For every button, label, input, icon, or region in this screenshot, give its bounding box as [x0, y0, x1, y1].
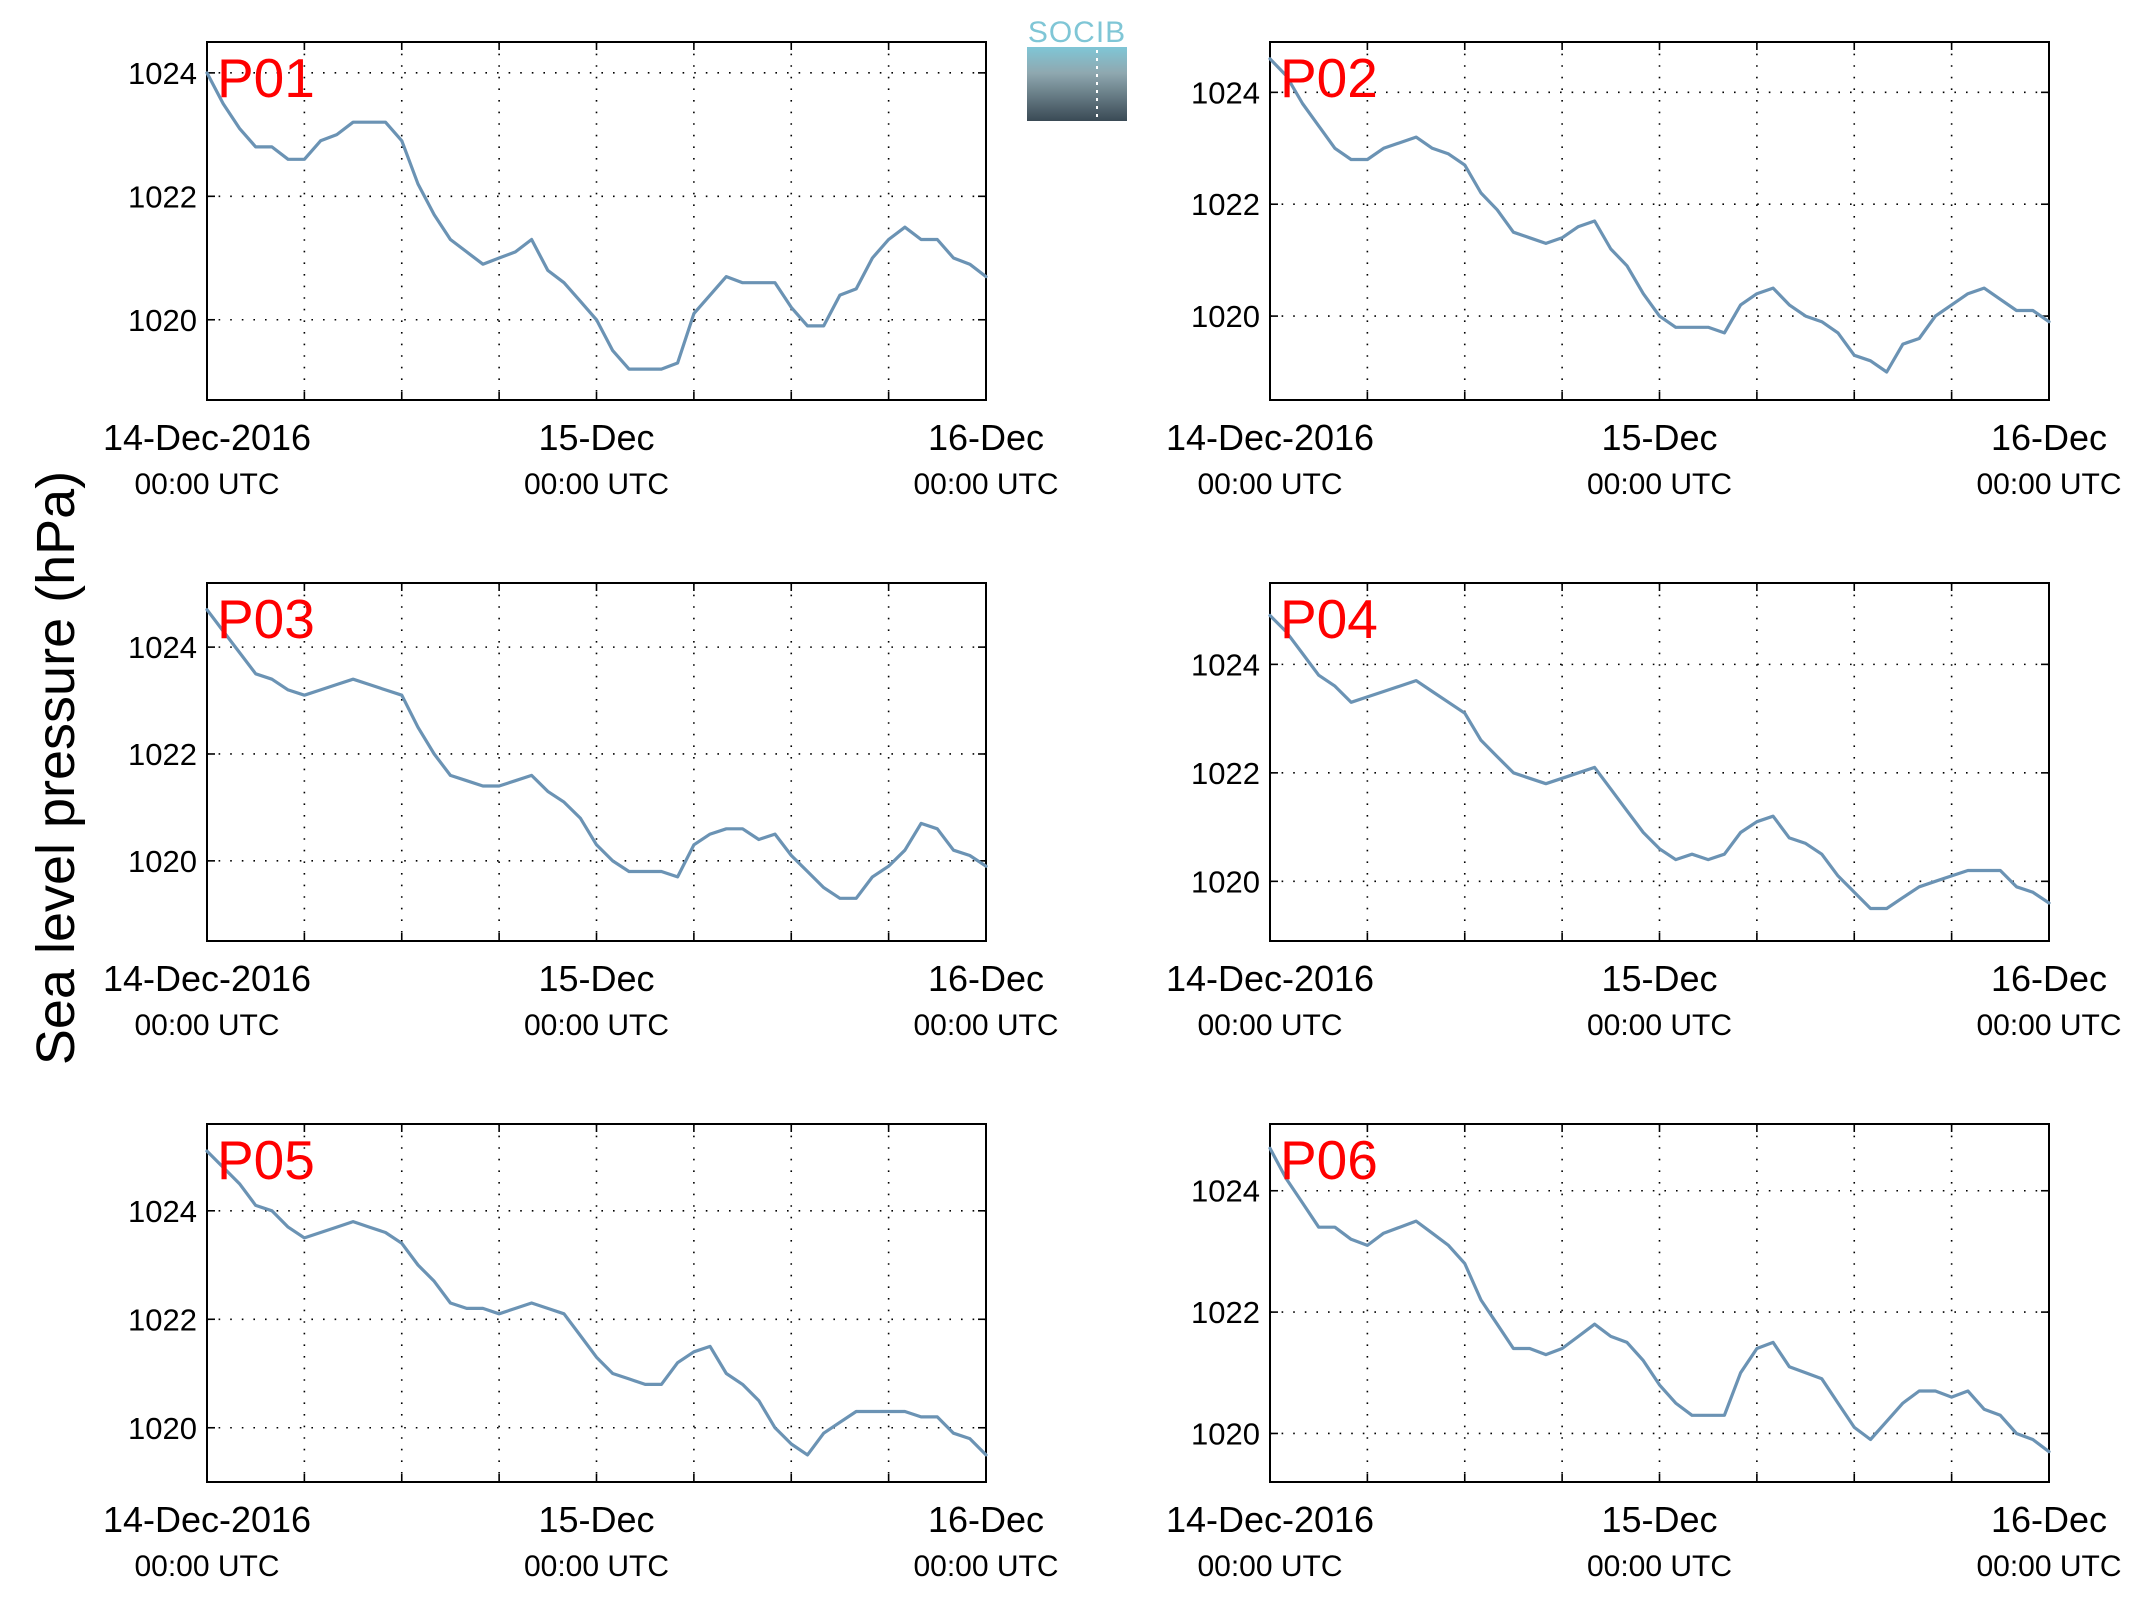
- y-tick-label: 1022: [1191, 756, 1260, 791]
- x-tick-time-label: 00:00 UTC: [913, 468, 1058, 501]
- y-tick-label: 1022: [128, 1302, 197, 1337]
- y-tick-label: 1020: [128, 844, 197, 879]
- x-tick-date-label: 15-Dec: [538, 958, 654, 999]
- y-tick-label: 1022: [1191, 187, 1260, 222]
- axes-frame: [206, 41, 987, 401]
- y-tick-label: 1020: [128, 303, 197, 338]
- x-tick-date-label: 15-Dec: [538, 1499, 654, 1540]
- chart-panel-p03: 1020 1022 1024 14-Dec-2016 00:00 UTC 15-Dec 00…: [103, 582, 1059, 1042]
- panel-label: P03: [217, 588, 315, 650]
- x-tick-date-label: 14-Dec-2016: [1166, 1499, 1374, 1540]
- y-tick-label: 1020: [1191, 1416, 1260, 1451]
- x-tick-date-label: 16-Dec: [1991, 958, 2107, 999]
- chart-panel-p01: 1020 1022 1024 14-Dec-2016 00:00 UTC 15-Dec 00…: [103, 41, 1059, 501]
- x-tick-date-label: 14-Dec-2016: [103, 958, 311, 999]
- x-tick-date-label: 14-Dec-2016: [1166, 417, 1374, 458]
- x-tick-date-label: 16-Dec: [1991, 1499, 2107, 1540]
- x-tick-time-label: 00:00 UTC: [1976, 1009, 2121, 1042]
- x-tick-date-label: 16-Dec: [928, 958, 1044, 999]
- x-tick-date-label: 14-Dec-2016: [103, 1499, 311, 1540]
- axes-frame: [1269, 582, 2050, 942]
- x-tick-date-label: 15-Dec: [538, 417, 654, 458]
- pressure-series-line: [1268, 1146, 2051, 1454]
- x-tick-time-label: 00:00 UTC: [1197, 468, 1342, 501]
- y-tick-label: 1022: [128, 179, 197, 214]
- x-tick-time-label: 00:00 UTC: [1976, 468, 2121, 501]
- axes-frame: [206, 1123, 987, 1483]
- x-tick-date-label: 15-Dec: [1601, 417, 1717, 458]
- x-tick-time-label: 00:00 UTC: [134, 1550, 279, 1583]
- pressure-series-line: [1268, 57, 2051, 374]
- x-tick-time-label: 00:00 UTC: [1587, 1009, 1732, 1042]
- x-tick-time-label: 00:00 UTC: [524, 1550, 669, 1583]
- x-tick-time-label: 00:00 UTC: [524, 1009, 669, 1042]
- x-tick-time-label: 00:00 UTC: [1976, 1550, 2121, 1583]
- y-tick-label: 1024: [128, 1194, 197, 1229]
- y-axis-label: Sea level pressure (hPa): [26, 471, 86, 1065]
- y-tick-label: 1020: [1191, 864, 1260, 899]
- x-tick-date-label: 16-Dec: [1991, 417, 2107, 458]
- x-tick-date-label: 14-Dec-2016: [1166, 958, 1374, 999]
- y-tick-label: 1020: [1191, 299, 1260, 334]
- pressure-series-line: [205, 608, 988, 900]
- axes-frame: [1269, 1123, 2050, 1483]
- x-tick-date-label: 14-Dec-2016: [103, 417, 311, 458]
- axes-frame: [206, 582, 987, 942]
- socib-logo-text: SOCIB: [1028, 16, 1126, 49]
- x-tick-time-label: 00:00 UTC: [134, 1009, 279, 1042]
- chart-panel-p05: 1020 1022 1024 14-Dec-2016 00:00 UTC 15-Dec 00…: [103, 1123, 1059, 1583]
- y-tick-label: 1020: [128, 1411, 197, 1446]
- chart-panels: 1020 1022 1024 14-Dec-2016 00:00 UTC 15-Dec 00…: [103, 41, 2122, 1583]
- panel-label: P05: [217, 1129, 315, 1191]
- y-tick-label: 1024: [128, 630, 197, 665]
- y-tick-label: 1024: [1191, 1174, 1260, 1209]
- chart-panel-p02: 1020 1022 1024 14-Dec-2016 00:00 UTC 15-Dec 00…: [1166, 41, 2122, 501]
- y-tick-label: 1024: [1191, 75, 1260, 110]
- x-tick-time-label: 00:00 UTC: [1197, 1550, 1342, 1583]
- x-tick-time-label: 00:00 UTC: [1587, 1550, 1732, 1583]
- x-tick-time-label: 00:00 UTC: [913, 1550, 1058, 1583]
- chart-panel-p04: 1020 1022 1024 14-Dec-2016 00:00 UTC 15-Dec 00…: [1166, 582, 2122, 1042]
- pressure-series-line: [205, 1149, 988, 1457]
- x-tick-date-label: 15-Dec: [1601, 1499, 1717, 1540]
- socib-logo: SOCIB: [1027, 16, 1127, 121]
- pressure-series-line: [205, 71, 988, 371]
- panel-label: P04: [1280, 588, 1378, 650]
- pressure-series-line: [1268, 613, 2051, 911]
- x-tick-time-label: 00:00 UTC: [1197, 1009, 1342, 1042]
- panel-label: P06: [1280, 1129, 1378, 1191]
- y-tick-label: 1022: [1191, 1295, 1260, 1330]
- x-tick-date-label: 16-Dec: [928, 417, 1044, 458]
- chart-panel-p06: 1020 1022 1024 14-Dec-2016 00:00 UTC 15-Dec 00…: [1166, 1123, 2122, 1583]
- x-tick-date-label: 15-Dec: [1601, 958, 1717, 999]
- y-tick-label: 1022: [128, 737, 197, 772]
- panel-label: P02: [1280, 47, 1378, 109]
- panel-label: P01: [217, 47, 315, 109]
- x-tick-time-label: 00:00 UTC: [134, 468, 279, 501]
- x-tick-time-label: 00:00 UTC: [524, 468, 669, 501]
- axes-frame: [1269, 41, 2050, 401]
- x-tick-time-label: 00:00 UTC: [1587, 468, 1732, 501]
- y-tick-label: 1024: [128, 56, 197, 91]
- x-tick-time-label: 00:00 UTC: [913, 1009, 1058, 1042]
- x-tick-date-label: 16-Dec: [928, 1499, 1044, 1540]
- y-tick-label: 1024: [1191, 647, 1260, 682]
